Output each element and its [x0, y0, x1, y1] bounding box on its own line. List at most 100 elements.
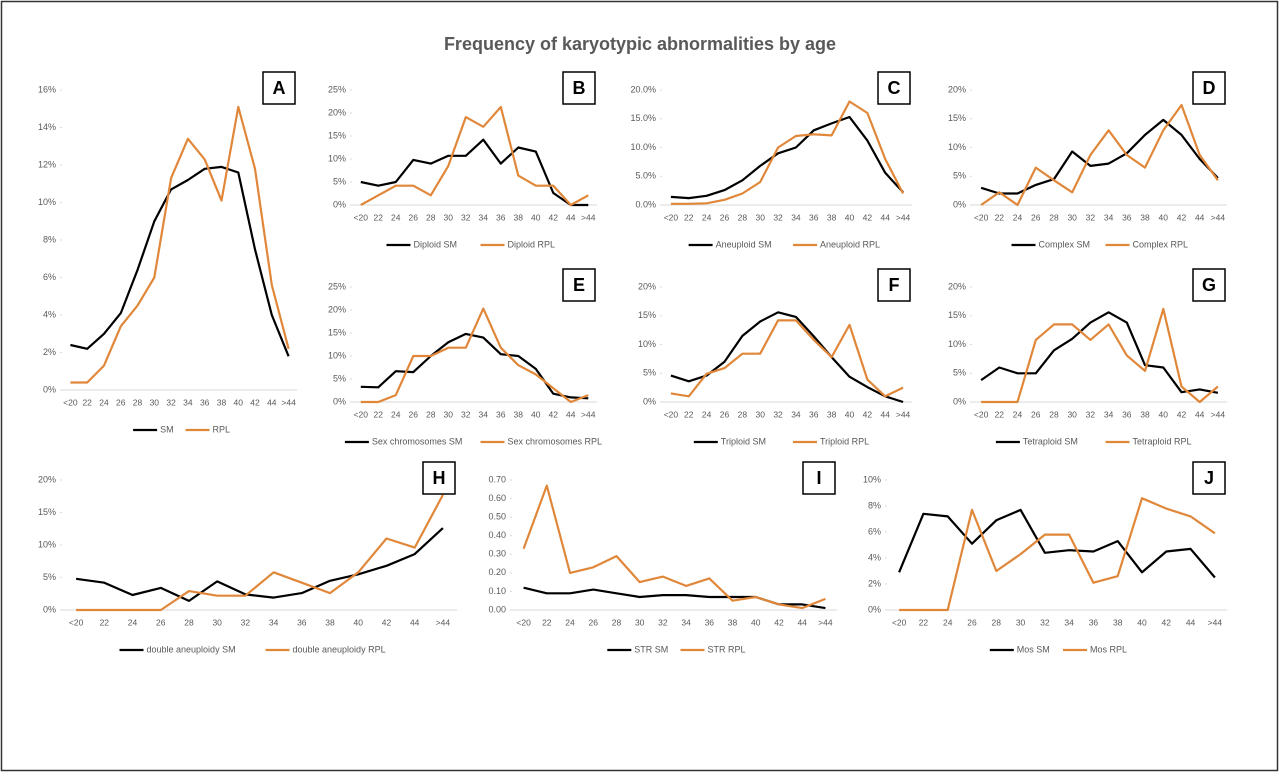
y-tick-label: 14% [38, 122, 56, 132]
x-tick-label: 26 [409, 212, 419, 222]
y-tick-label: 0.30 [488, 549, 506, 559]
legend-label: Diploid RPL [508, 239, 556, 249]
x-tick-label: 24 [702, 212, 712, 222]
x-tick-label: 26 [156, 617, 166, 627]
y-tick-label: 10% [328, 153, 346, 163]
x-tick-label: 22 [374, 409, 384, 419]
panel-label-box [262, 71, 296, 105]
x-tick-label: >44 [896, 212, 911, 222]
x-tick-label: 44 [410, 617, 420, 627]
panel-label-box [422, 461, 456, 495]
y-tick-label: 12% [38, 159, 56, 169]
y-tick-label: 10.0% [630, 142, 656, 152]
x-tick-label: 22 [684, 409, 694, 419]
x-tick-label: 42 [250, 397, 260, 407]
y-tick-label: 5% [953, 171, 966, 181]
legend-label: Aneuploid SM [716, 239, 772, 249]
x-tick-label: 42 [549, 212, 559, 222]
x-tick-label: 36 [1122, 212, 1132, 222]
y-tick-label: 16% [38, 84, 56, 94]
x-tick-label: 28 [1049, 212, 1059, 222]
data-line [360, 332, 589, 400]
x-tick-label: 32 [1086, 212, 1096, 222]
x-tick-label: 26 [720, 409, 730, 419]
x-tick-label: 32 [773, 212, 783, 222]
x-tick-label: 40 [531, 212, 541, 222]
y-tick-label: 0.40 [488, 530, 506, 540]
x-tick-label: 28 [426, 409, 436, 419]
x-tick-label: 44 [566, 212, 576, 222]
x-tick-label: 22 [684, 212, 694, 222]
x-tick-label: 40 [845, 409, 855, 419]
x-tick-label: 30 [755, 212, 765, 222]
x-tick-label: 26 [116, 397, 126, 407]
x-tick-label: 22 [100, 617, 110, 627]
legend-label: STR SM [634, 644, 668, 654]
y-tick-label: 25% [328, 281, 346, 291]
panel-label: E [573, 275, 585, 295]
legend-label: STR RPL [708, 644, 746, 654]
x-tick-label: 44 [1186, 617, 1196, 627]
x-tick-label: 34 [479, 212, 489, 222]
y-tick-label: 20% [638, 281, 656, 291]
x-tick-label: 34 [1104, 212, 1114, 222]
y-tick-label: 0% [333, 199, 346, 209]
x-tick-label: 22 [919, 617, 929, 627]
panel-label: B [573, 78, 586, 98]
x-tick-label: 44 [566, 409, 576, 419]
y-tick-label: 6% [868, 526, 881, 536]
x-tick-label: 34 [479, 409, 489, 419]
legend-label: double aneuploidy RPL [293, 644, 386, 654]
x-tick-label: 42 [1177, 212, 1187, 222]
x-tick-label: 28 [426, 212, 436, 222]
x-tick-label: 34 [791, 212, 801, 222]
y-tick-label: 15% [328, 327, 346, 337]
legend-label: Sex chromosomes RPL [508, 436, 603, 446]
legend-label: Tetraploid SM [1023, 436, 1078, 446]
data-line [75, 527, 444, 602]
legend-label: Complex RPL [1133, 239, 1189, 249]
y-tick-label: 20.0% [630, 84, 656, 94]
x-tick-label: 42 [1162, 617, 1172, 627]
x-tick-label: 34 [681, 617, 691, 627]
x-tick-label: 38 [1140, 409, 1150, 419]
x-tick-label: 24 [565, 617, 575, 627]
y-tick-label: 10% [38, 197, 56, 207]
data-line [898, 508, 1216, 579]
y-tick-label: 4% [868, 552, 881, 562]
x-tick-label: 36 [809, 212, 819, 222]
x-tick-label: 30 [1016, 617, 1026, 627]
x-tick-label: 38 [1140, 212, 1150, 222]
x-tick-label: <20 [974, 409, 989, 419]
legend-label: Complex SM [1039, 239, 1091, 249]
x-tick-label: >44 [1208, 617, 1223, 627]
x-tick-label: 36 [1089, 617, 1099, 627]
panel-label: G [1202, 275, 1216, 295]
x-tick-label: 44 [880, 409, 890, 419]
x-tick-label: 24 [702, 409, 712, 419]
x-tick-label: <20 [892, 617, 907, 627]
x-tick-label: 22 [995, 212, 1005, 222]
panel-label: I [816, 468, 821, 488]
y-tick-label: 2% [43, 347, 56, 357]
x-tick-label: 34 [791, 409, 801, 419]
y-tick-label: 0% [43, 604, 56, 614]
legend-label: Mos SM [1017, 644, 1050, 654]
x-tick-label: 36 [705, 617, 715, 627]
x-tick-label: 42 [863, 409, 873, 419]
x-tick-label: 38 [827, 409, 837, 419]
data-line [980, 103, 1219, 207]
legend-label: Tetraploid RPL [1133, 436, 1192, 446]
y-tick-label: 0.10 [488, 586, 506, 596]
y-tick-label: 20% [38, 474, 56, 484]
x-tick-label: >44 [581, 212, 596, 222]
x-tick-label: 38 [217, 397, 227, 407]
y-tick-label: 15% [328, 130, 346, 140]
x-tick-label: 24 [943, 617, 953, 627]
x-tick-label: 32 [658, 617, 668, 627]
x-tick-label: 44 [797, 617, 807, 627]
panel-label-box [802, 461, 836, 495]
y-tick-label: 0% [953, 199, 966, 209]
y-tick-label: 0.50 [488, 512, 506, 522]
